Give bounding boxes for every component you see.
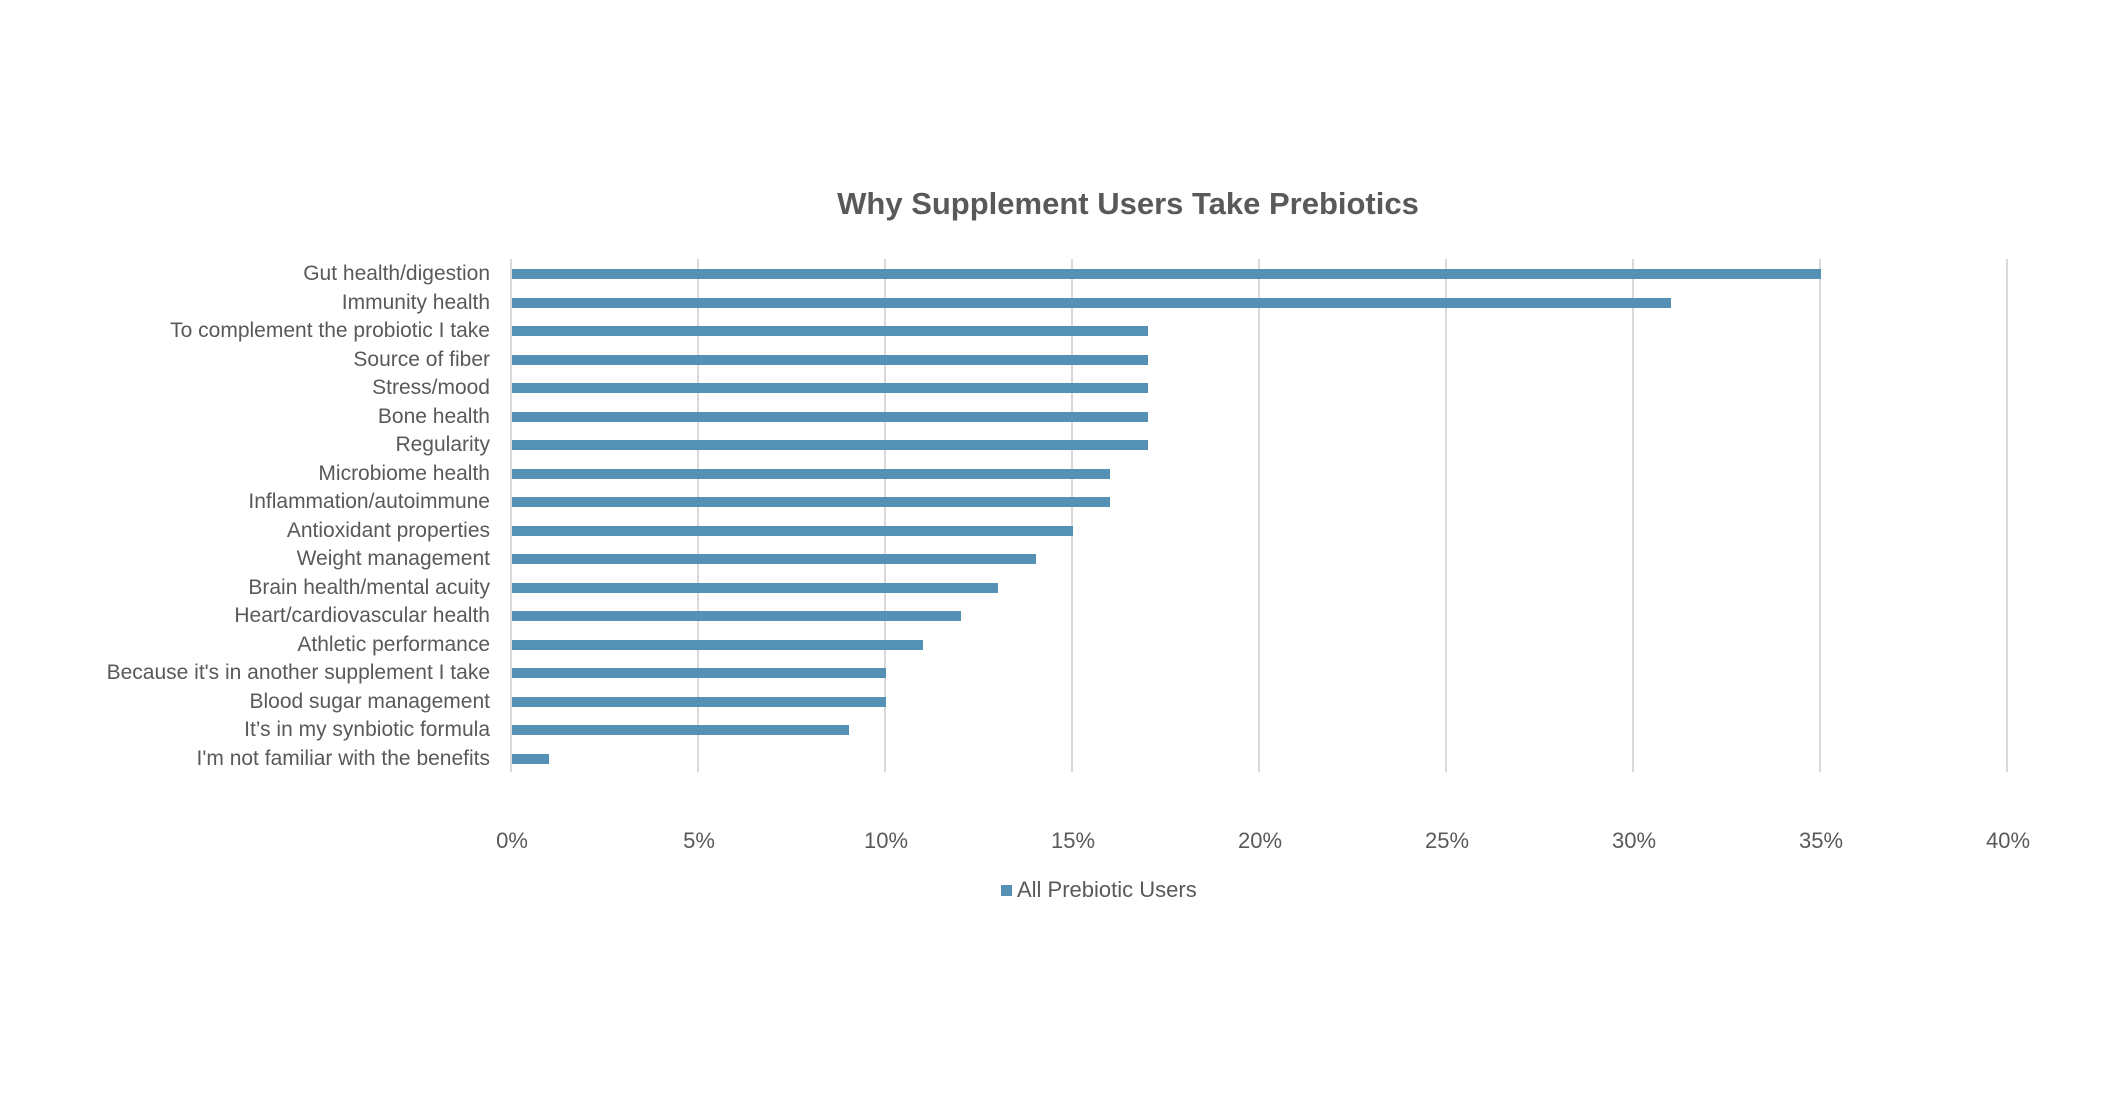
gridline: [697, 259, 699, 772]
bar: [512, 354, 1148, 365]
plot-area: [510, 259, 2010, 772]
x-tick-label: 0%: [496, 828, 528, 853]
category-label: Inflammation/autoimmune: [248, 490, 490, 513]
bar: [512, 639, 924, 650]
y-axis-line: [510, 259, 512, 772]
category-label: It’s in my synbiotic formula: [244, 718, 490, 741]
category-label: Antioxidant properties: [286, 518, 490, 542]
category-label: Stress/mood: [372, 376, 490, 399]
bar: [512, 525, 1073, 536]
gridline: [1819, 259, 1821, 772]
category-label: I'm not familiar with the benefits: [196, 746, 490, 770]
bar: [512, 582, 999, 593]
x-tick-label: 25%: [1424, 828, 1470, 853]
x-tick-label: 30%: [1611, 828, 1657, 853]
bar: [512, 554, 1036, 564]
x-tick-label: 40%: [1985, 828, 2031, 853]
gridline: [1445, 259, 1447, 772]
bar: [512, 468, 1111, 479]
bar: [512, 297, 1672, 308]
legend-swatch-icon: [1001, 884, 1012, 896]
x-tick-label: 15%: [1050, 828, 1096, 853]
x-tick-label: 10%: [863, 828, 909, 853]
gridline: [2006, 259, 2008, 772]
x-tick-label: 5%: [683, 828, 715, 853]
bar: [512, 725, 849, 735]
category-label: Gut health/digestion: [303, 262, 490, 285]
legend: All Prebiotic Users: [1001, 877, 1197, 903]
category-label: Microbiome health: [318, 461, 490, 485]
x-tick-label: 20%: [1237, 828, 1283, 853]
bar: [512, 383, 1148, 393]
chart-title: Why Supplement Users Take Prebiotics: [837, 186, 1419, 221]
category-label: Weight management: [296, 547, 490, 570]
gridline: [1258, 259, 1260, 772]
bar: [512, 411, 1148, 422]
category-label: Regularity: [395, 433, 490, 456]
category-label: Blood sugar management: [249, 689, 491, 713]
bar: [512, 440, 1148, 450]
category-label: Brain health/mental acuity: [248, 575, 490, 599]
x-tick-label: 35%: [1798, 828, 1844, 853]
category-label: Heart/cardiovascular health: [234, 604, 490, 627]
bar: [512, 696, 886, 707]
gridline: [884, 259, 886, 772]
category-label: Athletic performance: [297, 632, 490, 656]
category-label: Source of fiber: [353, 347, 490, 371]
bar: [512, 497, 1111, 507]
gridline: [1071, 259, 1073, 772]
bar: [512, 269, 1821, 279]
category-label: To complement the probiotic I take: [170, 319, 490, 342]
bar: [512, 326, 1148, 336]
legend-label: All Prebiotic Users: [1017, 877, 1197, 902]
category-label: Bone health: [377, 404, 490, 428]
bar: [512, 611, 961, 621]
bar: [512, 668, 886, 678]
bar: [512, 753, 550, 764]
gridline: [1632, 259, 1634, 772]
category-label: Immunity health: [341, 290, 490, 314]
category-label: Because it's in another supplement I tak…: [106, 661, 490, 684]
